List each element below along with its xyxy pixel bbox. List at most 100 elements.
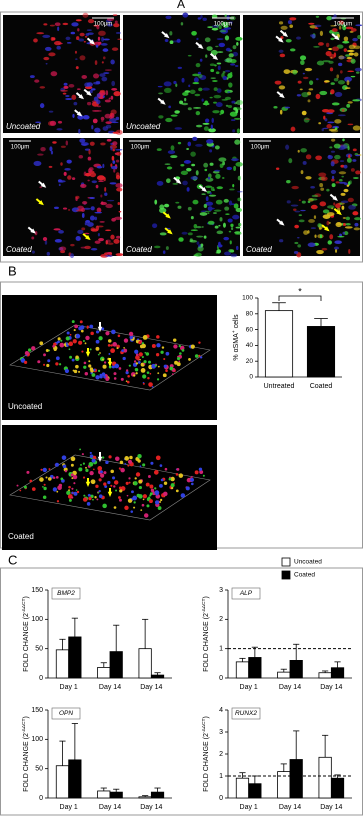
cell bbox=[154, 500, 160, 505]
scale-label: 100μm bbox=[131, 145, 149, 151]
cell bbox=[274, 80, 282, 85]
cell bbox=[300, 148, 307, 153]
cell bbox=[235, 162, 243, 167]
cell bbox=[163, 364, 167, 368]
cell bbox=[180, 493, 186, 498]
cell bbox=[337, 235, 345, 238]
cell bbox=[148, 499, 153, 504]
cell bbox=[68, 498, 72, 502]
cell bbox=[188, 358, 191, 361]
cell bbox=[161, 346, 165, 349]
cell bbox=[275, 167, 280, 170]
cell bbox=[331, 28, 338, 33]
cell bbox=[94, 240, 101, 244]
bar bbox=[306, 326, 336, 378]
cell bbox=[83, 365, 87, 369]
cell bbox=[204, 210, 211, 213]
bar bbox=[318, 672, 332, 679]
cell bbox=[97, 466, 103, 471]
cell bbox=[74, 324, 79, 329]
y-tick-label: 1 bbox=[219, 646, 223, 653]
bar bbox=[330, 777, 345, 799]
cell bbox=[104, 69, 112, 71]
cell bbox=[231, 227, 234, 231]
micrograph: 100μm Coated bbox=[243, 138, 362, 258]
cell bbox=[109, 182, 117, 185]
cell bbox=[19, 489, 22, 492]
cell bbox=[69, 333, 72, 336]
cell bbox=[198, 467, 203, 471]
cell bbox=[97, 353, 100, 356]
cell bbox=[123, 347, 125, 349]
cell bbox=[89, 141, 95, 146]
cell bbox=[86, 327, 89, 329]
cell bbox=[319, 234, 323, 239]
arrow-head bbox=[212, 54, 219, 61]
cell bbox=[214, 225, 219, 229]
cell bbox=[170, 155, 178, 159]
cell bbox=[110, 121, 119, 124]
panel-letter: C bbox=[8, 552, 17, 567]
cell bbox=[71, 320, 75, 324]
cell bbox=[65, 336, 70, 341]
cell bbox=[221, 21, 229, 27]
cell bbox=[92, 468, 95, 471]
cell bbox=[50, 37, 54, 41]
cell bbox=[157, 85, 163, 88]
cell bbox=[147, 475, 151, 478]
cell bbox=[303, 117, 310, 123]
cell bbox=[34, 231, 38, 236]
cell bbox=[74, 50, 78, 54]
cell bbox=[79, 138, 86, 143]
cell bbox=[232, 45, 237, 50]
cell bbox=[78, 38, 85, 42]
cell bbox=[92, 73, 100, 79]
cell bbox=[165, 351, 170, 356]
cell bbox=[90, 206, 95, 211]
cell bbox=[159, 464, 163, 467]
cell bbox=[141, 356, 144, 359]
y-axis-label-superscript: -ΔΔCT bbox=[21, 598, 27, 613]
cell bbox=[219, 217, 223, 222]
cell bbox=[71, 177, 76, 181]
cell bbox=[348, 249, 351, 254]
cell bbox=[327, 155, 333, 160]
cell bbox=[83, 207, 91, 210]
cell bbox=[144, 351, 147, 354]
cell bbox=[202, 474, 205, 477]
cell bbox=[194, 252, 202, 257]
cell bbox=[128, 364, 131, 367]
cell bbox=[62, 22, 69, 26]
cell bbox=[208, 194, 217, 197]
cell bbox=[222, 70, 226, 74]
cell bbox=[159, 232, 167, 236]
cell bbox=[33, 38, 38, 43]
cell bbox=[105, 255, 113, 257]
cell bbox=[113, 23, 120, 28]
cell bbox=[203, 235, 207, 239]
cell bbox=[297, 237, 300, 239]
cell bbox=[110, 59, 115, 65]
y-axis-label-part: FOLD CHANGE (2 bbox=[23, 613, 30, 672]
cell bbox=[327, 240, 333, 245]
scale-label: 100μm bbox=[334, 22, 352, 28]
cell bbox=[321, 247, 328, 251]
cell bbox=[104, 113, 112, 119]
x-tick-label: Day 1 bbox=[60, 684, 78, 691]
cell bbox=[141, 503, 145, 507]
cell bbox=[67, 175, 72, 180]
cell bbox=[111, 155, 115, 161]
cell bbox=[147, 376, 150, 380]
cell bbox=[284, 106, 291, 109]
cell bbox=[350, 75, 356, 78]
cell bbox=[295, 36, 301, 40]
cell bbox=[132, 495, 138, 501]
render-box bbox=[9, 324, 211, 391]
cell bbox=[231, 100, 236, 104]
cell bbox=[107, 242, 114, 245]
cell bbox=[73, 329, 76, 332]
cell bbox=[163, 87, 172, 93]
cell bbox=[218, 241, 221, 247]
cell bbox=[319, 201, 327, 207]
cell bbox=[128, 331, 134, 337]
